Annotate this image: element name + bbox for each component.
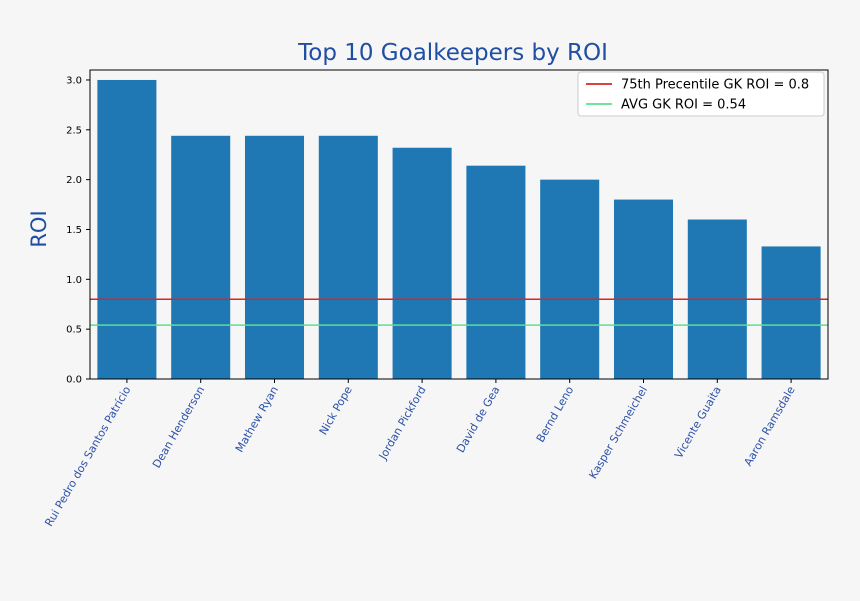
bar [613, 199, 674, 379]
chart-title: Top 10 Goalkeepers by ROI [297, 40, 608, 66]
bar [318, 135, 378, 379]
y-axis-label: ROI [27, 210, 51, 247]
bar [171, 135, 231, 379]
legend-entry: 75th Precentile GK ROI = 0.8 [621, 78, 809, 93]
y-tick-label: 0.5 [66, 325, 82, 336]
x-tick-label: Dean Henderson [150, 384, 207, 470]
x-tick-label: Mathew Ryan [233, 384, 281, 455]
y-tick-label: 1.5 [66, 225, 82, 236]
x-tick-label: Bernd Leno [534, 384, 577, 445]
y-tick-label: 2.0 [66, 175, 82, 186]
y-tick-label: 3.0 [66, 75, 82, 86]
bar [392, 147, 452, 379]
bar [244, 135, 305, 379]
legend-box [577, 71, 825, 117]
x-tick-label: Jordan Pickford [376, 384, 429, 463]
plot-area: 0.0 0.5 1.0 1.5 2.0 2.5 3.0 Rui Pedro dos Santo… [42, 69, 829, 529]
bar [540, 179, 600, 379]
legend-entry: AVG GK ROI = 0.54 [621, 98, 746, 113]
x-tick-label: Rui Pedro dos Santos Patrício [42, 384, 133, 529]
bar [97, 79, 157, 379]
x-tick-label: Aaron Ramsdale [741, 384, 797, 469]
plot-frame [89, 69, 829, 380]
bar [466, 165, 526, 379]
y-tick-label: 1.0 [66, 275, 82, 286]
x-tick-label: Vicente Guaita [672, 384, 724, 461]
x-tick-label: Kasper Schmeichel [587, 384, 651, 481]
y-tick-label: 0.0 [66, 375, 82, 386]
bar [761, 246, 821, 379]
y-tick-label: 2.5 [66, 125, 82, 136]
x-tick-label: David de Gea [454, 384, 503, 455]
x-tick-label: Nick Pope [317, 384, 355, 437]
